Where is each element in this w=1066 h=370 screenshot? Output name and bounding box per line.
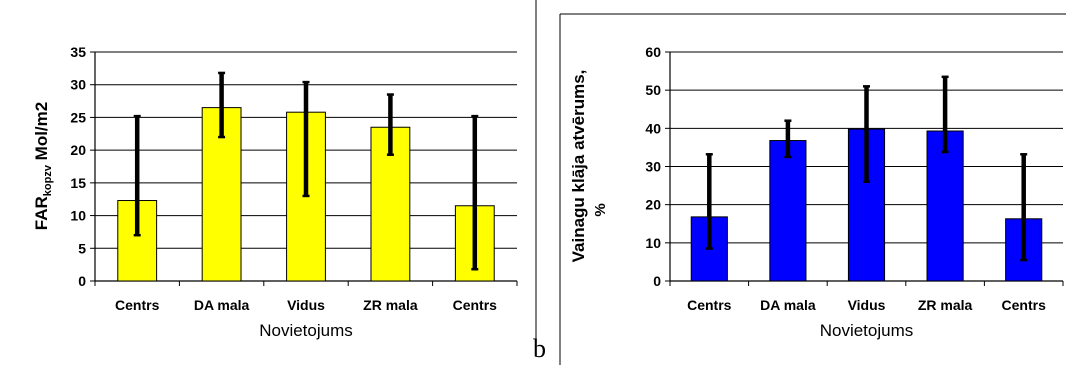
y-tick-label: 5	[78, 240, 86, 256]
y-tick-label: 20	[645, 197, 661, 213]
chart-left: 0 5 10 15 20 25 30 35 Centrs DA mala Vidus ZR mala C…	[32, 44, 518, 340]
y-axis-title-line-1: Vainagu klāja atvērums,	[569, 70, 588, 263]
y-tick-label: 25	[70, 109, 86, 125]
x-category-label: ZR mala	[918, 297, 973, 313]
x-axis-title: Novietojums	[259, 321, 353, 340]
y-tick-label: 40	[645, 120, 661, 136]
bar	[769, 140, 807, 282]
x-category-label: Vidus	[848, 297, 886, 313]
y-tick-label: 30	[645, 159, 661, 175]
y-axis-title-line-2: %	[592, 203, 609, 216]
y-axis-title-subscript: kopzv	[42, 164, 54, 196]
y-axis-title: FARkopzv Mol/m2	[32, 102, 54, 230]
y-tick-label: 10	[70, 208, 86, 224]
x-category-label: ZR mala	[363, 297, 418, 313]
y-tick-label: 0	[653, 273, 661, 289]
panel-label: b	[533, 334, 546, 363]
x-category-label: Centrs	[453, 297, 498, 313]
y-tick-label: 20	[70, 142, 86, 158]
y-axis-title-main: FAR	[32, 196, 51, 230]
y-tick-label: 50	[645, 82, 661, 98]
x-axis-title: Novietojums	[820, 321, 914, 340]
y-tick-label: 60	[645, 44, 661, 60]
x-category-label: DA mala	[194, 297, 250, 313]
x-category-label: Centrs	[1002, 297, 1047, 313]
y-axis-title-units: Mol/m2	[32, 102, 51, 165]
x-category-label: Centrs	[687, 297, 732, 313]
x-category-label: Vidus	[287, 297, 325, 313]
y-tick-label: 30	[70, 77, 86, 93]
x-category-label: DA mala	[760, 297, 816, 313]
y-tick-label: 15	[70, 175, 86, 191]
bar	[926, 130, 964, 282]
y-tick-label: 10	[645, 235, 661, 251]
y-tick-label: 0	[78, 273, 86, 289]
y-tick-label: 35	[70, 44, 86, 60]
x-category-label: Centrs	[115, 297, 160, 313]
chart-right: 0 10 20 30 40 50 60 Centrs DA mala Vidus ZR mala Ce…	[569, 44, 1064, 340]
